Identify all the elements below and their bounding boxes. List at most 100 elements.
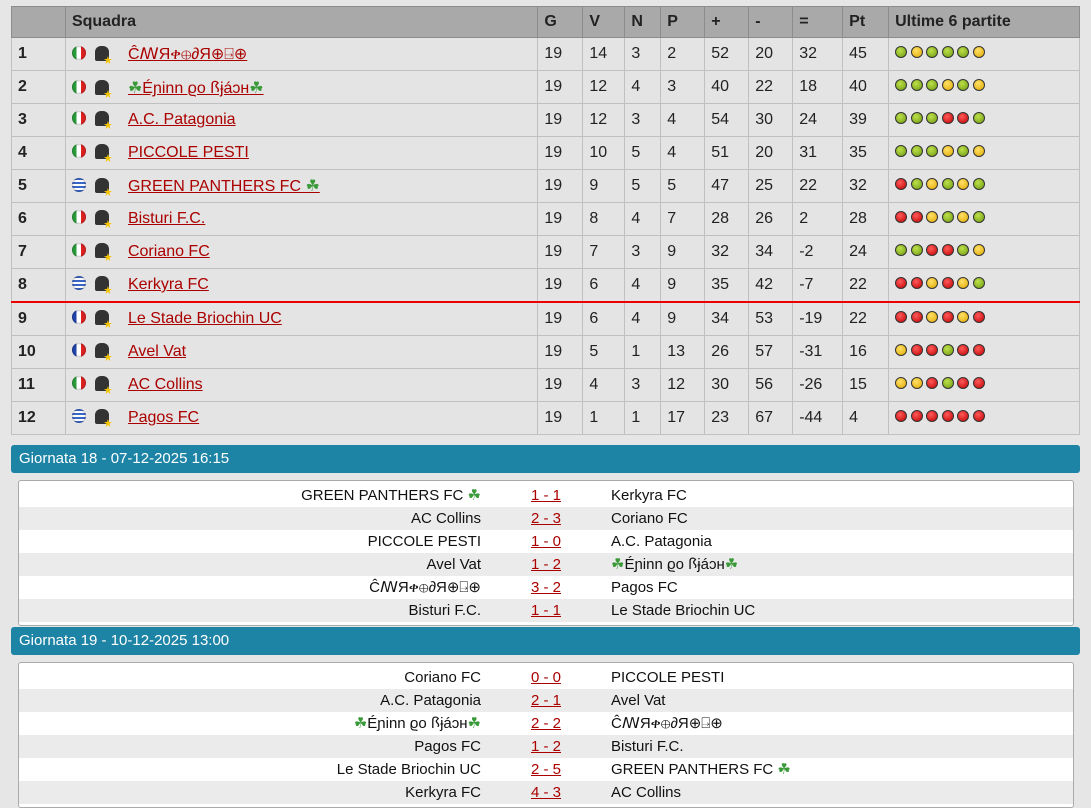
- form-dot-icon: [895, 410, 908, 422]
- team-link[interactable]: Pagos FC: [127, 409, 200, 426]
- team-link[interactable]: ☘Éɲinn ϱo ꟗɉáɔн☘: [127, 80, 264, 97]
- stat-g: 19: [537, 70, 584, 104]
- team-link[interactable]: ĈꟿЯቀ⊕∂Я⊕⍈⊕: [127, 46, 248, 63]
- stat-diff: 22: [792, 169, 844, 203]
- form-cell: [888, 202, 1080, 236]
- stat-ga: 57: [748, 335, 794, 369]
- match-row: Coriano FC 0 - 0 PICCOLE PESTI: [19, 666, 1073, 689]
- manager-icon[interactable]: [94, 409, 112, 425]
- manager-icon[interactable]: [94, 111, 112, 127]
- form-dot-icon: [972, 178, 985, 190]
- table-row: 8 Kerkyra FC 19 6 4 9 35 42 -7 22: [11, 268, 1080, 303]
- away-team: ĈꟿЯቀ⊕∂Я⊕⍈⊕: [611, 715, 723, 732]
- team-link[interactable]: AC Collins: [127, 376, 203, 393]
- home-team: A.C. Patagonia: [380, 692, 481, 709]
- team-link[interactable]: A.C. Patagonia: [127, 111, 236, 128]
- header-6: +: [704, 6, 750, 38]
- stat-gf: 47: [704, 169, 750, 203]
- form-dot-icon: [926, 277, 939, 289]
- match-score-link[interactable]: 2 - 2: [530, 715, 561, 732]
- manager-icon[interactable]: [94, 243, 112, 259]
- form-dot-icon: [957, 410, 970, 422]
- form-dot-icon: [972, 145, 985, 157]
- form-dot-icon: [895, 244, 908, 256]
- manager-icon[interactable]: [94, 210, 112, 226]
- away-team: A.C. Patagonia: [611, 533, 712, 550]
- team-link[interactable]: Le Stade Briochin UC: [127, 310, 282, 327]
- form-dot-icon: [926, 46, 939, 58]
- manager-icon[interactable]: [94, 178, 112, 194]
- position: 4: [11, 136, 66, 170]
- match-score-link[interactable]: 1 - 2: [530, 556, 561, 573]
- team-link[interactable]: Coriano FC: [127, 243, 210, 260]
- match-score-link[interactable]: 1 - 2: [530, 738, 561, 755]
- manager-icon[interactable]: [94, 376, 112, 392]
- match-score-link[interactable]: 1 - 0: [530, 533, 561, 550]
- manager-icon[interactable]: [94, 343, 112, 359]
- form-dot-icon: [972, 277, 985, 289]
- table-row: 9 Le Stade Briochin UC 19 6 4 9 34 53 -19 22: [11, 301, 1080, 336]
- team-cell: Avel Vat: [64, 335, 539, 369]
- team-link[interactable]: Avel Vat: [127, 343, 187, 360]
- form-dot-icon: [910, 410, 923, 422]
- stat-diff: -7: [792, 268, 844, 303]
- home-team: Bisturi F.C.: [408, 602, 481, 619]
- stat-ga: 56: [748, 368, 794, 402]
- match-score-link[interactable]: 0 - 0: [530, 669, 561, 686]
- home-team: PICCOLE PESTI: [367, 533, 481, 550]
- stat-gf: 34: [704, 301, 750, 336]
- team-cell: ☘Éɲinn ϱo ꟗɉáɔн☘: [64, 70, 539, 104]
- manager-icon[interactable]: [94, 80, 112, 96]
- match-score-link[interactable]: 4 - 3: [530, 784, 561, 801]
- match-row: GREEN PANTHERS FC ☘ 1 - 1 Kerkyra FC: [19, 484, 1073, 507]
- stat-pt: 22: [842, 301, 890, 336]
- home-team: ☘Éɲinn ϱo ꟗɉáɔн☘: [353, 715, 481, 732]
- stat-gf: 26: [704, 335, 750, 369]
- home-team: Le Stade Briochin UC: [336, 761, 481, 778]
- manager-icon[interactable]: [94, 310, 112, 326]
- stat-pt: 22: [842, 268, 890, 303]
- team-cell: AC Collins: [64, 368, 539, 402]
- match-score-link[interactable]: 3 - 2: [530, 579, 561, 596]
- match-row: Bisturi F.C. 1 - 1 Le Stade Briochin UC: [19, 599, 1073, 622]
- form-dot-icon: [910, 277, 923, 289]
- position: 1: [11, 37, 66, 71]
- match-row: Le Stade Briochin UC 2 - 5 GREEN PANTHERS …: [19, 758, 1073, 781]
- away-team: Kerkyra FC: [611, 487, 687, 504]
- manager-icon[interactable]: [94, 276, 112, 292]
- team-cell: Coriano FC: [64, 235, 539, 269]
- stat-ga: 22: [748, 70, 794, 104]
- form-dot-icon: [941, 277, 954, 289]
- stat-n: 3: [624, 235, 662, 269]
- form-dot-icon: [957, 145, 970, 157]
- table-header: Squadra G V N P + - = Pt Ultime 6 partite: [11, 6, 1080, 38]
- match-score-link[interactable]: 2 - 5: [530, 761, 561, 778]
- position: 5: [11, 169, 66, 203]
- away-team: Bisturi F.C.: [611, 738, 684, 755]
- form-dot-icon: [957, 112, 970, 124]
- match-score-link[interactable]: 2 - 1: [530, 692, 561, 709]
- form-dot-icon: [941, 311, 954, 323]
- manager-icon[interactable]: [94, 46, 112, 62]
- flag-icon: [71, 243, 86, 257]
- match-score-link[interactable]: 2 - 3: [530, 510, 561, 527]
- team-link[interactable]: GREEN PANTHERS FC ☘: [127, 178, 320, 195]
- stat-p: 9: [660, 301, 706, 336]
- team-link[interactable]: Kerkyra FC: [127, 276, 209, 293]
- team-link[interactable]: PICCOLE PESTI: [127, 144, 249, 161]
- match-row: Kerkyra FC 4 - 3 AC Collins: [19, 781, 1073, 804]
- stat-v: 4: [582, 368, 626, 402]
- manager-icon[interactable]: [94, 144, 112, 160]
- team-link[interactable]: Bisturi F.C.: [127, 210, 206, 227]
- flag-icon: [71, 144, 86, 158]
- stat-p: 9: [660, 235, 706, 269]
- form-dot-icon: [910, 112, 923, 124]
- form-dot-icon: [926, 410, 939, 422]
- stat-gf: 52: [704, 37, 750, 71]
- match-score-link[interactable]: 1 - 1: [530, 487, 561, 504]
- match-score-link[interactable]: 1 - 1: [530, 602, 561, 619]
- stat-diff: -26: [792, 368, 844, 402]
- home-team: AC Collins: [410, 510, 481, 527]
- stat-pt: 39: [842, 103, 890, 137]
- form-dot-icon: [895, 377, 908, 389]
